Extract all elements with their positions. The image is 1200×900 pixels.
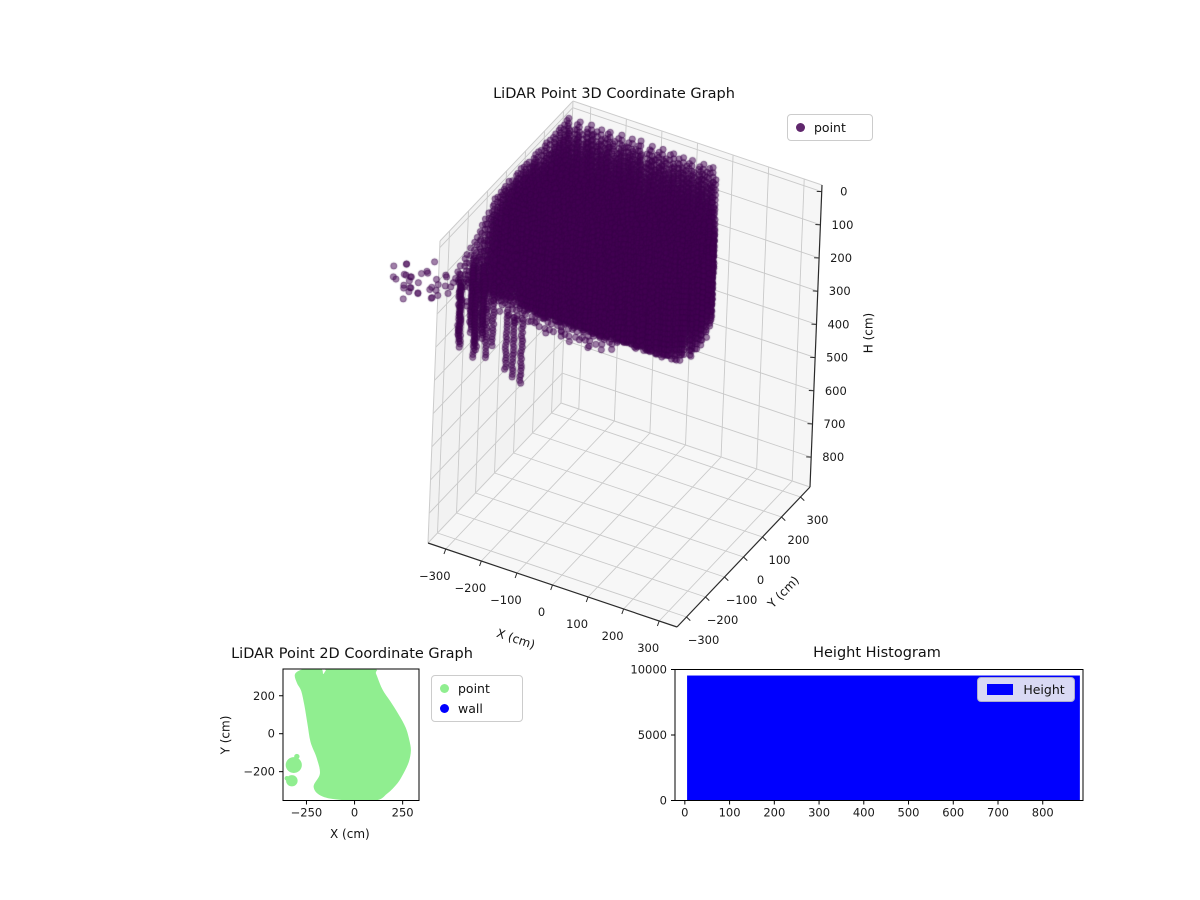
plot3d-zaxis-label: H (cm) [861, 312, 876, 354]
legend-label: point [458, 680, 490, 696]
hist-legend: Height [977, 677, 1075, 702]
point-marker-icon [440, 683, 449, 693]
legend-entry-point: point [796, 117, 864, 138]
point-marker-icon [796, 123, 805, 132]
height-swatch-icon [987, 684, 1014, 695]
wall-marker-icon [440, 704, 449, 714]
plot3d-title: LiDAR Point 3D Coordinate Graph [493, 86, 735, 102]
legend-label: wall [458, 701, 483, 717]
plot2d-xaxis-label: X (cm) [330, 827, 370, 841]
plot2d-legend: point wall [431, 675, 523, 722]
legend-label: point [814, 120, 846, 135]
plot3d-legend: point [787, 114, 873, 141]
plot2d-title: LiDAR Point 2D Coordinate Graph [231, 646, 473, 662]
hist-title: Height Histogram [813, 645, 941, 661]
legend-entry-wall: wall [440, 699, 514, 720]
plot2d-yaxis-label: Y (cm) [218, 715, 233, 755]
legend-entry-point: point [440, 678, 514, 699]
legend-label: Height [1023, 682, 1065, 697]
